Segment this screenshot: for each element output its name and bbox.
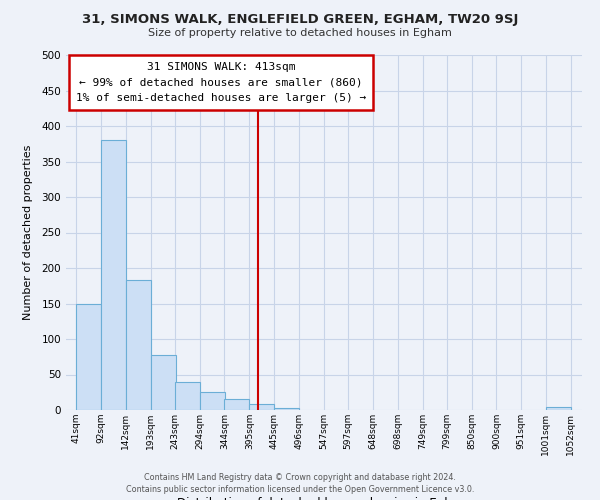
Bar	[224, 400, 250, 410]
Bar	[125, 280, 151, 410]
Bar	[175, 382, 200, 410]
Bar	[250, 404, 274, 410]
Text: 31, SIMONS WALK, ENGLEFIELD GREEN, EGHAM, TW20 9SJ: 31, SIMONS WALK, ENGLEFIELD GREEN, EGHAM…	[82, 12, 518, 26]
Text: Contains public sector information licensed under the Open Government Licence v3: Contains public sector information licen…	[126, 485, 474, 494]
Text: 31 SIMONS WALK: 413sqm
← 99% of detached houses are smaller (860)
1% of semi-det: 31 SIMONS WALK: 413sqm ← 99% of detached…	[76, 62, 366, 104]
Bar	[200, 392, 225, 410]
Bar	[101, 140, 126, 410]
Bar	[76, 304, 101, 410]
Y-axis label: Number of detached properties: Number of detached properties	[23, 145, 33, 320]
Bar	[546, 407, 571, 410]
Text: Contains HM Land Registry data © Crown copyright and database right 2024.: Contains HM Land Registry data © Crown c…	[144, 472, 456, 482]
Bar	[274, 408, 299, 410]
Bar	[151, 354, 176, 410]
Text: Size of property relative to detached houses in Egham: Size of property relative to detached ho…	[148, 28, 452, 38]
X-axis label: Distribution of detached houses by size in Egham: Distribution of detached houses by size …	[177, 496, 471, 500]
